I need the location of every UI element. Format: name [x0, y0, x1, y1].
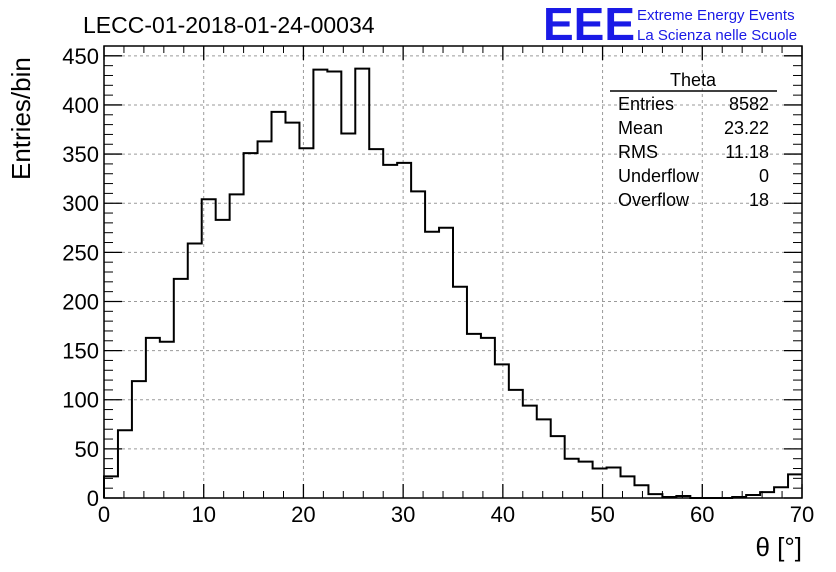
- histogram-bin: [579, 462, 593, 498]
- x-tick-label: 50: [590, 502, 614, 527]
- y-axis-label: Entries/bin: [6, 57, 36, 180]
- histogram-outline: [103, 67, 802, 499]
- stats-label-rms: RMS: [618, 142, 658, 162]
- histogram-bin: [383, 165, 397, 498]
- y-tick-label: 50: [75, 437, 99, 462]
- histogram-bin: [481, 338, 495, 498]
- stats-value-overflow: 18: [749, 190, 769, 210]
- eee-logo-line1: Extreme Energy Events: [637, 7, 795, 24]
- histogram-bin: [341, 133, 355, 498]
- x-tick-label: 30: [391, 502, 415, 527]
- x-tick-label: 70: [790, 502, 814, 527]
- y-tick-label: 250: [62, 240, 99, 265]
- histogram-bin: [355, 69, 369, 498]
- x-tick-label: 40: [491, 502, 515, 527]
- x-axis-label: θ [°]: [755, 532, 802, 562]
- y-tick-labels: 0 50 100 150 200 250 300 350 400 450: [62, 44, 99, 511]
- histogram-bin: [369, 149, 383, 498]
- histogram-bin: [774, 487, 788, 498]
- histogram-bin: [495, 364, 509, 498]
- stats-value-entries: 8582: [729, 94, 769, 114]
- histogram-bin: [565, 459, 579, 498]
- histogram-bin: [425, 232, 439, 498]
- stats-label-underflow: Underflow: [618, 166, 700, 186]
- histogram-bin: [523, 406, 537, 498]
- y-tick-label: 100: [62, 388, 99, 413]
- histogram-bin: [132, 381, 146, 498]
- stats-box: Theta Entries 8582 Mean 23.22 RMS 11.18 …: [610, 70, 777, 210]
- histogram-bin: [285, 123, 299, 498]
- histogram-bin: [607, 468, 621, 498]
- tick-marks: [103, 45, 803, 499]
- histogram-bin: [244, 153, 258, 498]
- histogram-bin: [411, 191, 425, 498]
- histogram-bin: [146, 338, 160, 498]
- x-tick-label: 60: [690, 502, 714, 527]
- histogram-bin: [230, 194, 244, 498]
- eee-logo-mark: EEE: [543, 0, 635, 50]
- histogram-bin: [593, 469, 607, 498]
- stats-value-mean: 23.22: [724, 118, 769, 138]
- eee-logo: EEE Extreme Energy Events La Scienza nel…: [543, 0, 797, 50]
- histogram-bin: [174, 279, 188, 498]
- x-tick-labels: 0 10 20 30 40 50 60 70: [98, 502, 814, 527]
- histogram-bin: [258, 141, 272, 498]
- histogram-bin: [537, 419, 551, 498]
- y-tick-label: 350: [62, 142, 99, 167]
- y-tick-label: 400: [62, 93, 99, 118]
- histogram-bin: [551, 436, 565, 498]
- x-tick-label: 20: [291, 502, 315, 527]
- stats-label-mean: Mean: [618, 118, 663, 138]
- y-tick-label: 300: [62, 191, 99, 216]
- y-tick-label: 200: [62, 289, 99, 314]
- chart-title: LECC-01-2018-01-24-00034: [83, 12, 375, 38]
- stats-value-rms: 11.18: [725, 142, 769, 162]
- histogram-bin: [272, 112, 286, 498]
- histogram-bin: [118, 430, 132, 498]
- x-tick-label: 10: [191, 502, 215, 527]
- y-tick-label: 150: [62, 339, 99, 364]
- histogram-bin: [467, 334, 481, 498]
- y-tick-label: 0: [87, 486, 99, 511]
- histogram-bin: [439, 228, 453, 498]
- stats-label-entries: Entries: [618, 94, 674, 114]
- histogram-bin: [188, 244, 202, 498]
- histogram-bin: [313, 70, 327, 498]
- histogram-bin: [160, 342, 174, 498]
- x-tick-label: 0: [98, 502, 110, 527]
- histogram-bin: [299, 148, 313, 498]
- stats-value-underflow: 0: [759, 166, 769, 186]
- eee-logo-line2: La Scienza nelle Scuole: [637, 27, 797, 44]
- histogram-bin: [509, 390, 523, 498]
- histogram-bin: [453, 287, 467, 498]
- stats-box-title: Theta: [670, 70, 717, 90]
- stats-label-overflow: Overflow: [618, 190, 690, 210]
- histogram-bin: [104, 476, 118, 498]
- histogram-bin: [327, 72, 341, 498]
- histogram-bin: [216, 220, 230, 498]
- histogram-bin: [634, 485, 648, 498]
- histogram-bin: [397, 163, 411, 498]
- y-tick-label: 450: [62, 44, 99, 69]
